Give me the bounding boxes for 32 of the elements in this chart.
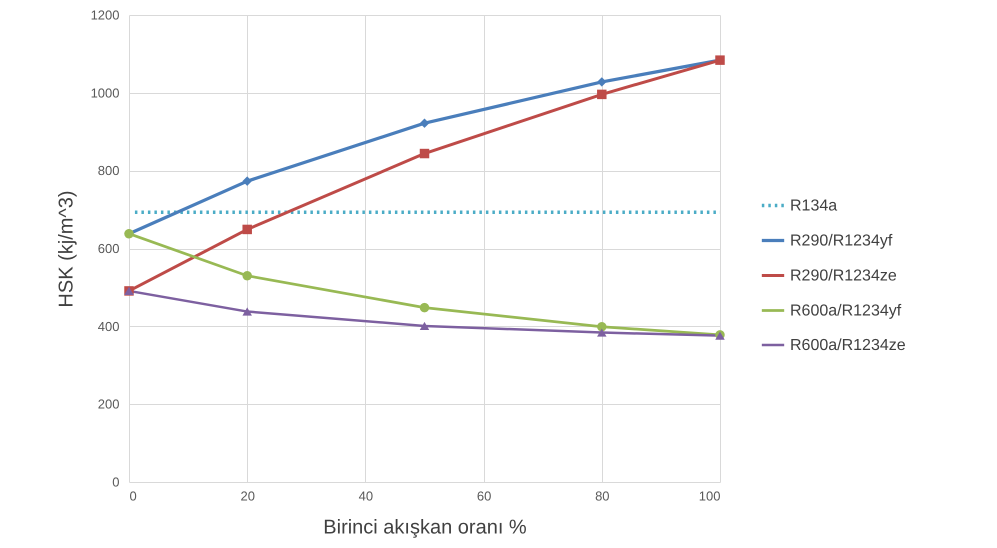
y-tick-label: 1000: [90, 85, 120, 100]
y-tick-label: 200: [98, 396, 120, 412]
legend-label: R290/R1234ze: [790, 267, 897, 284]
point: [597, 90, 607, 100]
legend-label: R290/R1234yf: [790, 232, 893, 250]
point: [420, 118, 430, 128]
point: [242, 307, 252, 316]
point: [420, 322, 430, 330]
x-tick-label: 40: [358, 488, 374, 504]
legend-label: R600a/R1234ze: [790, 336, 906, 354]
x-tick-label: 20: [240, 488, 255, 504]
x-tick-label: 60: [476, 488, 492, 504]
point: [242, 224, 252, 234]
y-tick-label: 800: [98, 163, 120, 178]
point: [597, 77, 607, 87]
legend-label: R134a: [790, 197, 838, 214]
y-tick-label: 0: [112, 474, 120, 490]
point: [420, 302, 430, 312]
y-tick-label: 400: [98, 318, 120, 334]
x-axis-title: Birinci akışkan oranı %: [323, 516, 527, 538]
x-tick-label: 0: [130, 488, 137, 504]
x-tick-label: 80: [595, 488, 610, 504]
point: [597, 322, 607, 332]
point: [242, 176, 252, 186]
y-tick-label: 600: [98, 241, 120, 256]
point: [597, 328, 607, 337]
point: [420, 148, 430, 158]
legend-label: R600a/R1234yf: [790, 302, 902, 320]
y-axis-title: HSK (kj/m^3): [56, 190, 78, 308]
y-tick-label: 1200: [90, 8, 120, 22]
point: [242, 271, 252, 280]
x-tick-label: 100: [698, 488, 720, 504]
